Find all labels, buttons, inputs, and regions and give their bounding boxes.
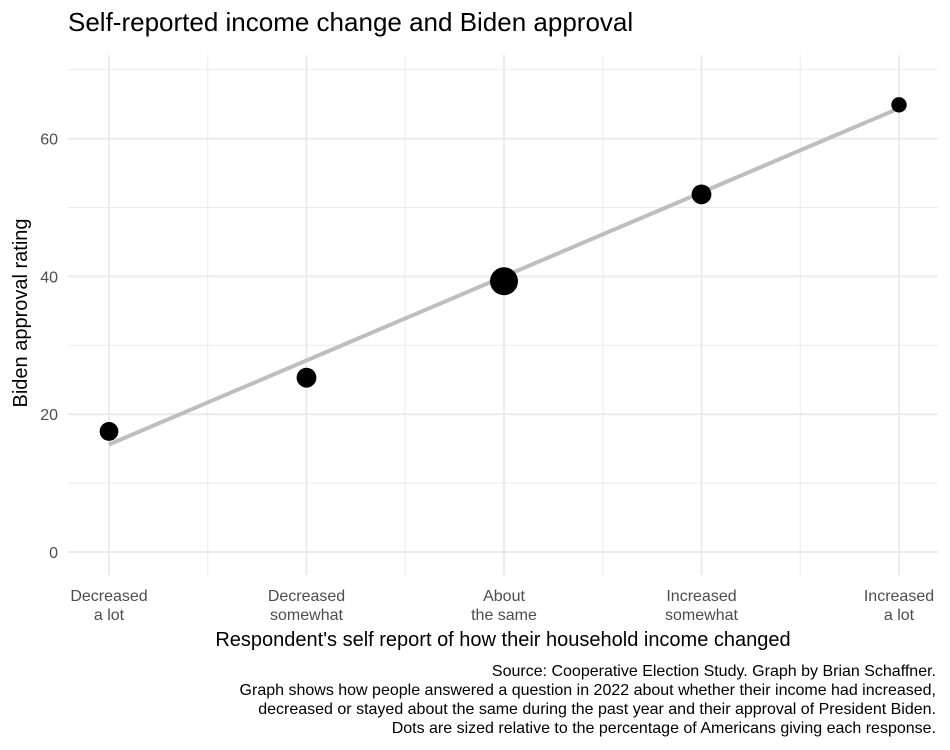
x-tick-label: a lot: [94, 607, 125, 624]
data-point: [99, 422, 119, 441]
x-tick-label: Decreased: [268, 588, 345, 605]
caption-line: decreased or stayed about the same durin…: [258, 701, 936, 718]
x-tick-label: a lot: [884, 607, 915, 624]
y-tick-label: 40: [40, 269, 58, 286]
x-tick-label: Increased: [864, 588, 934, 605]
x-tick-label: About: [483, 588, 525, 605]
caption-line: Graph shows how people answered a questi…: [240, 682, 936, 699]
y-tick-label: 0: [49, 545, 58, 562]
chart-title: Self-reported income change and Biden ap…: [68, 7, 633, 37]
x-tick-label: somewhat: [270, 607, 343, 624]
x-axis-title: Respondent's self report of how their ho…: [215, 629, 790, 651]
y-axis-ticks: 0 20 40 60: [40, 132, 58, 562]
data-points: [99, 97, 907, 441]
data-point: [490, 267, 518, 296]
caption-line: Source: Cooperative Election Study. Grap…: [492, 663, 936, 680]
y-axis-title: Biden approval rating: [10, 218, 32, 407]
major-gridlines: [68, 55, 938, 575]
x-tick-label: somewhat: [665, 607, 738, 624]
y-tick-label: 60: [40, 132, 58, 149]
y-tick-label: 20: [40, 407, 58, 424]
chart-caption: Source: Cooperative Election Study. Grap…: [240, 663, 936, 737]
caption-line: Dots are sized relative to the percentag…: [392, 720, 936, 737]
data-point: [891, 97, 907, 113]
data-point: [691, 184, 712, 205]
x-tick-label: the same: [471, 607, 537, 624]
x-tick-label: Increased: [666, 588, 736, 605]
x-tick-label: Decreased: [70, 588, 147, 605]
data-point: [296, 367, 317, 388]
x-axis-ticks: Decreased a lot Decreased somewhat About the …: [70, 588, 934, 624]
